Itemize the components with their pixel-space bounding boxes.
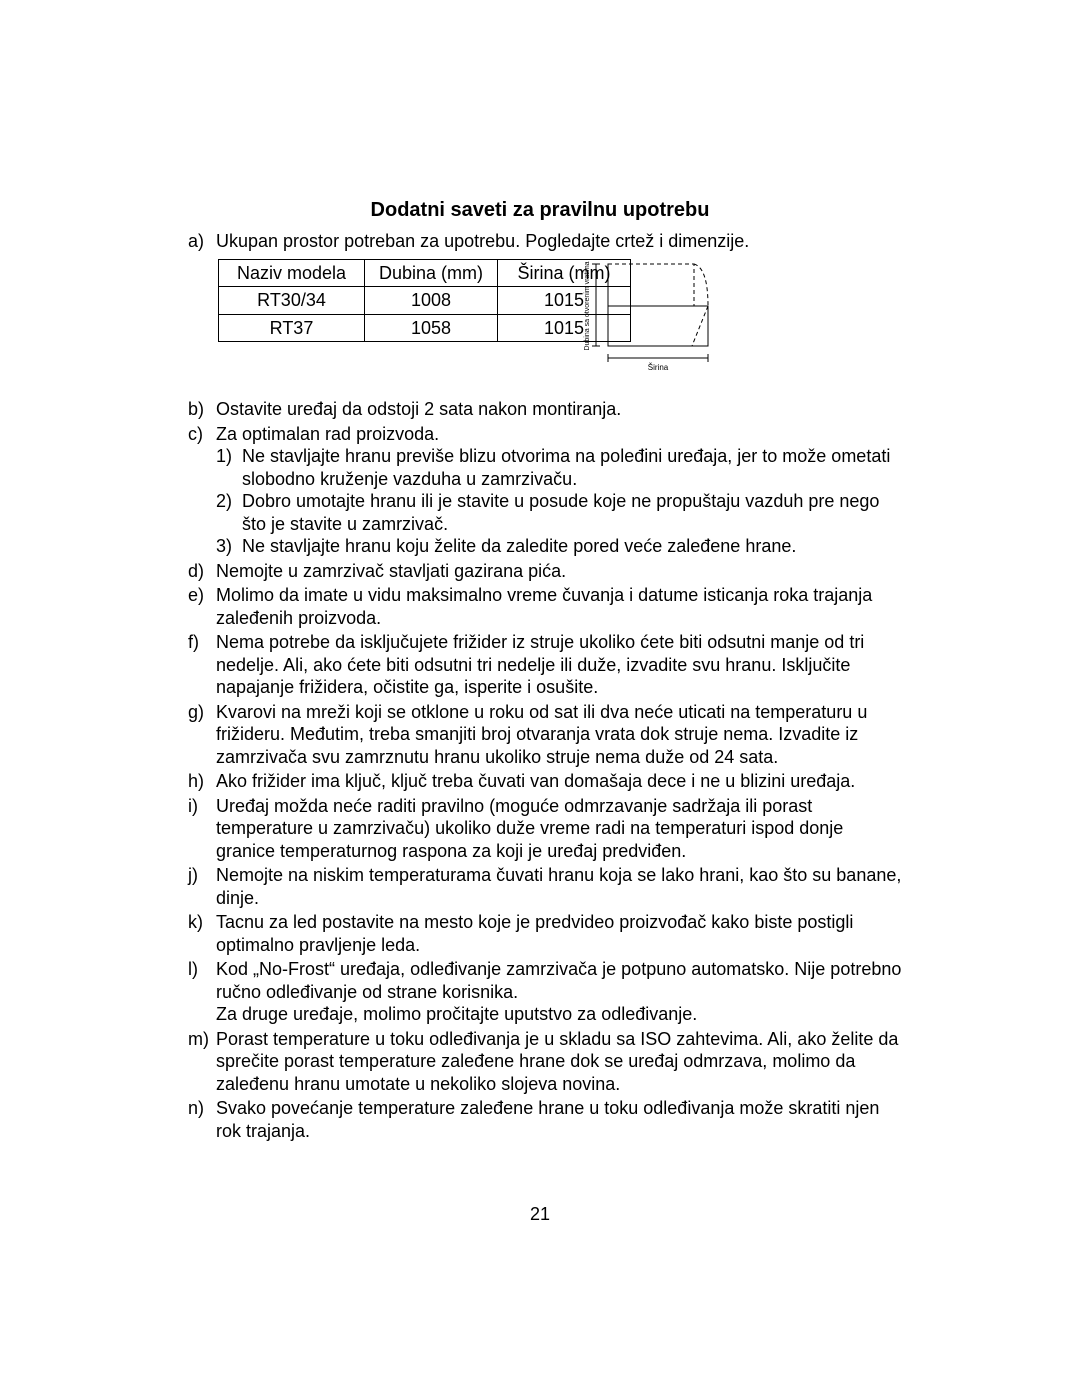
list-marker: g) [188, 701, 216, 769]
table-cell: RT37 [219, 314, 365, 342]
list-marker: k) [188, 911, 216, 956]
table-cell: 1058 [365, 314, 498, 342]
list-text: Za druge uređaje, molimo pročitajte uput… [216, 1004, 697, 1024]
diagram-label-dubina: Dubina sa otvorenim vratima [584, 261, 591, 350]
table-row: RT30/34 1008 1015 [219, 287, 631, 315]
list-marker: d) [188, 560, 216, 583]
table-cell: 1008 [365, 287, 498, 315]
list-item: f) Nema potrebe da isključujete frižider… [188, 631, 903, 699]
list-item: g) Kvarovi na mreži koji se otklone u ro… [188, 701, 903, 769]
list-body: Kod „No-Frost“ uređaja, odleđivanje zamr… [216, 958, 903, 1026]
list-marker: i) [188, 795, 216, 863]
list-body: Kvarovi na mreži koji se otklone u roku … [216, 701, 903, 769]
list-body: Nemojte u zamrzivač stavljati gazirana p… [216, 560, 903, 583]
list-marker: 3) [216, 535, 242, 558]
list-item: i) Uređaj možda neće raditi pravilno (mo… [188, 795, 903, 863]
list-marker: c) [188, 423, 216, 558]
list-item: a) Ukupan prostor potreban za upotrebu. … [188, 230, 903, 253]
list-marker: n) [188, 1097, 216, 1142]
list-marker: b) [188, 398, 216, 421]
table-row: RT37 1058 1015 [219, 314, 631, 342]
page-number: 21 [0, 1203, 1080, 1226]
list-body: Ako frižider ima ključ, ključ treba čuva… [216, 770, 903, 793]
dimensions-table: Naziv modela Dubina (mm) Širina (mm) RT3… [218, 259, 631, 343]
list-marker: m) [188, 1028, 216, 1096]
list-body: Tacnu za led postavite na mesto koje je … [216, 911, 903, 956]
list-item: c) Za optimalan rad proizvoda. 1) Ne sta… [188, 423, 903, 558]
list-body: Nemojte na niskim temperaturama čuvati h… [216, 864, 903, 909]
diagram-label-sirina: Širina [648, 363, 669, 372]
space-diagram: Širina Dubina sa otvorenim vratima [580, 258, 715, 378]
list-body: Ne stavljajte hranu previše blizu otvori… [242, 445, 903, 490]
list-item: m) Porast temperature u toku odleđivanja… [188, 1028, 903, 1096]
list-text: Kod „No-Frost“ uređaja, odleđivanje zamr… [216, 959, 901, 1002]
list-marker: 2) [216, 490, 242, 535]
list-body: Molimo da imate u vidu maksimalno vreme … [216, 584, 903, 629]
list-item: e) Molimo da imate u vidu maksimalno vre… [188, 584, 903, 629]
list-item: k) Tacnu za led postavite na mesto koje … [188, 911, 903, 956]
list-item: b) Ostavite uređaj da odstoji 2 sata nak… [188, 398, 903, 421]
list-body: Za optimalan rad proizvoda. 1) Ne stavlj… [216, 423, 903, 558]
list-body: Dobro umotajte hranu ili je stavite u po… [242, 490, 903, 535]
list-body: Ukupan prostor potreban za upotrebu. Pog… [216, 230, 903, 253]
page-title: Dodatni saveti za pravilnu upotrebu [0, 198, 1080, 223]
list-marker: a) [188, 230, 216, 253]
list-item: 3) Ne stavljajte hranu koju želite da za… [216, 535, 903, 558]
list-body: Ne stavljajte hranu koju želite da zaled… [242, 535, 903, 558]
list-marker: f) [188, 631, 216, 699]
list-body: Nema potrebe da isključujete frižider iz… [216, 631, 903, 699]
list-marker: e) [188, 584, 216, 629]
main-content: a) Ukupan prostor potreban za upotrebu. … [188, 230, 903, 1144]
list-body: Ostavite uređaj da odstoji 2 sata nakon … [216, 398, 903, 421]
table-cell: RT30/34 [219, 287, 365, 315]
list-marker: 1) [216, 445, 242, 490]
list-item: d) Nemojte u zamrzivač stavljati gaziran… [188, 560, 903, 583]
list-item: 1) Ne stavljajte hranu previše blizu otv… [216, 445, 903, 490]
list-text: Za optimalan rad proizvoda. [216, 424, 439, 444]
list-body: Porast temperature u toku odleđivanja je… [216, 1028, 903, 1096]
list-body: Uređaj možda neće raditi pravilno (moguć… [216, 795, 903, 863]
list-item: 2) Dobro umotajte hranu ili je stavite u… [216, 490, 903, 535]
list-item: l) Kod „No-Frost“ uređaja, odleđivanje z… [188, 958, 903, 1026]
table-header: Dubina (mm) [365, 259, 498, 287]
list-item: h) Ako frižider ima ključ, ključ treba č… [188, 770, 903, 793]
table-row: Naziv modela Dubina (mm) Širina (mm) [219, 259, 631, 287]
list-body: Svako povećanje temperature zaleđene hra… [216, 1097, 903, 1142]
list-item: j) Nemojte na niskim temperaturama čuvat… [188, 864, 903, 909]
table-header: Naziv modela [219, 259, 365, 287]
list-marker: l) [188, 958, 216, 1026]
list-marker: h) [188, 770, 216, 793]
list-item: n) Svako povećanje temperature zaleđene … [188, 1097, 903, 1142]
list-marker: j) [188, 864, 216, 909]
